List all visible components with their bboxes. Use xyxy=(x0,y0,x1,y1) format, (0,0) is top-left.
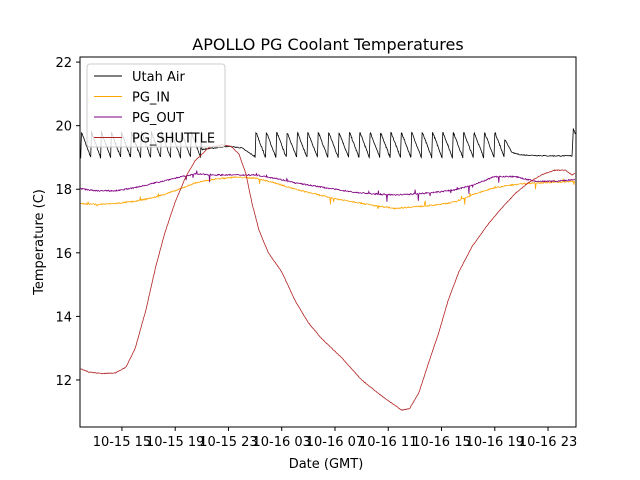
legend-label: PG_SHUTTLE xyxy=(132,132,215,147)
y-tick-label: 12 xyxy=(55,374,72,389)
x-tick-label: 10-15 19 xyxy=(146,435,204,450)
series-line-pg-shuttle xyxy=(80,143,576,411)
y-tick-label: 16 xyxy=(55,247,72,262)
chart-title: APOLLO PG Coolant Temperatures xyxy=(192,35,463,54)
legend-label: Utah Air xyxy=(132,70,185,85)
legend-label: PG_IN xyxy=(132,91,170,106)
legend-box xyxy=(86,63,226,148)
y-tick-label: 20 xyxy=(55,120,72,135)
x-axis-label: Date (GMT) xyxy=(289,457,364,472)
x-tick-label: 10-16 15 xyxy=(412,435,470,450)
x-tick-label: 10-16 11 xyxy=(359,435,417,450)
y-axis-label: Temperature (C) xyxy=(32,189,47,296)
legend-label: PG_OUT xyxy=(132,111,184,126)
x-tick-label: 10-16 19 xyxy=(466,435,524,450)
x-tick-label: 10-16 03 xyxy=(253,435,311,450)
x-tick-label: 10-16 07 xyxy=(306,435,364,450)
x-tick-label: 10-15 23 xyxy=(199,435,257,450)
y-tick-label: 18 xyxy=(55,183,72,198)
y-axis: 12 14 16 18 20 22 xyxy=(55,56,80,389)
y-tick-label: 14 xyxy=(55,310,72,325)
axes-frame xyxy=(79,56,577,428)
legend: Utah Air PG_IN PG_OUT PG_SHUTTLE xyxy=(86,63,226,148)
x-tick-label: 10-15 15 xyxy=(93,435,151,450)
y-tick-label: 22 xyxy=(55,56,72,71)
series-line-pg-in xyxy=(80,176,576,210)
x-tick-label: 10-16 23 xyxy=(519,435,577,450)
series-line-pg-out xyxy=(80,170,575,202)
